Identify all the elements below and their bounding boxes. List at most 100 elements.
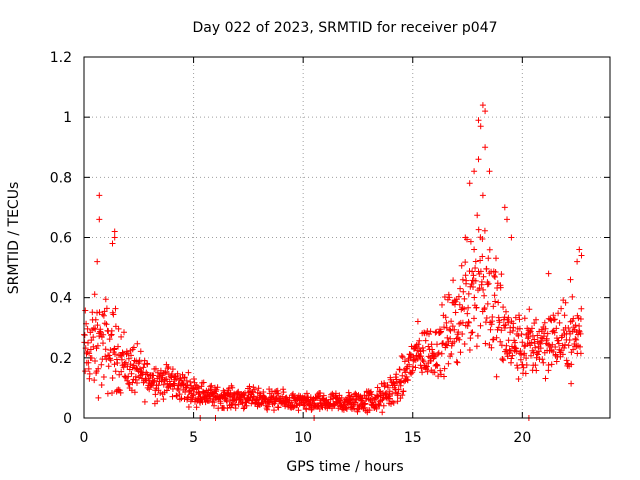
data-point (456, 336, 463, 343)
data-point (96, 333, 103, 340)
data-point (303, 406, 310, 413)
data-point (332, 390, 339, 397)
data-point (529, 325, 535, 332)
data-point (525, 333, 532, 340)
data-point (260, 389, 267, 395)
data-point (399, 372, 406, 379)
data-point (469, 329, 476, 336)
data-point (545, 367, 552, 374)
data-point (513, 348, 520, 355)
data-point (82, 307, 89, 314)
data-point (338, 394, 345, 401)
data-point (455, 293, 462, 300)
data-point (477, 123, 484, 130)
data-point (485, 255, 492, 262)
data-point (379, 409, 386, 416)
data-point (437, 367, 444, 374)
y-tick-label: 0.8 (50, 170, 72, 186)
data-point (116, 387, 123, 394)
data-point (275, 390, 282, 397)
data-point (185, 369, 192, 376)
data-point (320, 392, 327, 399)
data-point (466, 347, 473, 353)
data-point (406, 361, 413, 368)
x-tick-label: 5 (189, 430, 198, 446)
data-point (96, 216, 103, 223)
data-point (400, 388, 407, 395)
data-point (569, 293, 576, 300)
data-point (95, 394, 102, 401)
data-point (462, 234, 469, 241)
y-tick-label: 1 (63, 110, 72, 126)
data-point (122, 359, 129, 366)
data-point (243, 399, 249, 405)
data-point (207, 386, 214, 393)
data-point (501, 325, 508, 331)
data-point (553, 358, 560, 365)
data-point (154, 369, 161, 376)
data-point (395, 390, 401, 397)
data-point (279, 393, 286, 400)
data-point (449, 323, 456, 330)
data-point (208, 382, 215, 389)
data-point (345, 389, 352, 396)
data-point (578, 305, 585, 312)
data-point (538, 338, 545, 345)
data-point (517, 348, 524, 354)
data-point (445, 360, 452, 367)
x-axis-label: GPS time / hours (286, 459, 403, 475)
data-point (424, 368, 431, 375)
data-point (574, 258, 581, 265)
data-point (403, 373, 410, 380)
data-point (461, 295, 468, 302)
data-point (124, 363, 131, 370)
data-point (419, 369, 426, 376)
data-point (441, 324, 447, 331)
data-point (140, 364, 147, 371)
data-point (295, 407, 302, 414)
data-point (420, 358, 427, 365)
data-point (515, 376, 522, 382)
data-point (91, 291, 98, 298)
data-point (488, 344, 495, 351)
data-point (422, 337, 429, 344)
data-point (484, 281, 491, 288)
data-point (102, 296, 109, 303)
data-point (572, 322, 579, 329)
data-point (459, 331, 466, 337)
data-point (504, 216, 510, 223)
data-point (119, 356, 125, 363)
data-point (497, 284, 504, 291)
data-point (423, 363, 430, 370)
data-point (542, 375, 549, 382)
data-point (578, 252, 585, 259)
data-point (85, 339, 91, 346)
data-point (541, 319, 548, 326)
data-point (512, 314, 519, 321)
data-point (518, 331, 525, 338)
data-point (515, 332, 522, 339)
data-point (280, 389, 287, 396)
data-point (493, 373, 500, 380)
data-point (178, 395, 185, 402)
data-point (102, 346, 109, 353)
data-point (505, 337, 512, 344)
data-point (224, 398, 230, 405)
data-point (558, 305, 565, 312)
data-point (380, 402, 387, 409)
data-point (274, 387, 281, 394)
data-point (570, 346, 577, 353)
data-point (152, 365, 159, 372)
data-point (467, 335, 474, 342)
data-point (481, 305, 488, 311)
data-point (130, 362, 137, 369)
data-point (282, 403, 289, 410)
data-point (565, 342, 572, 349)
data-point (474, 212, 481, 219)
data-point (86, 370, 93, 377)
data-point (115, 343, 121, 350)
data-point (94, 258, 101, 265)
data-point (457, 349, 464, 356)
data-point (484, 300, 491, 307)
data-point (111, 345, 118, 352)
